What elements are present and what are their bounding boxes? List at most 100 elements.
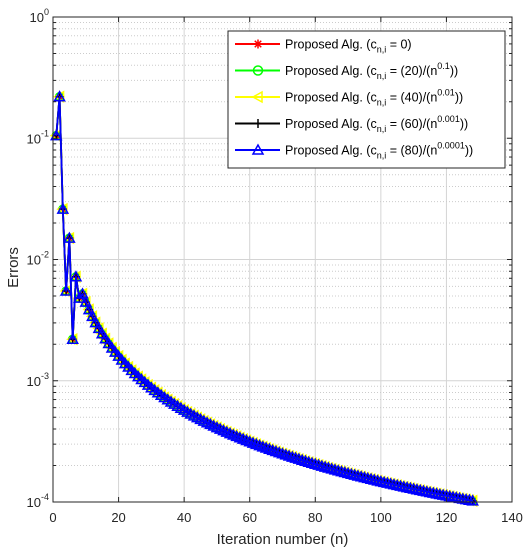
x-tick-label: 40: [177, 510, 191, 525]
data-point: [466, 494, 479, 506]
y-axis-label: Errors: [5, 247, 22, 288]
data-point: [328, 463, 342, 475]
data-point: [263, 442, 276, 454]
x-tick-label: 120: [436, 510, 458, 525]
y-tick-label: 100: [30, 7, 49, 25]
data-point: [246, 436, 260, 448]
legend-label: Proposed Alg. (cn,i = (40)/(n0.01)): [285, 88, 463, 108]
data-point: [236, 432, 250, 444]
data-point: [266, 443, 279, 456]
data-point: [243, 435, 256, 447]
data-point: [384, 477, 397, 489]
data-point: [230, 429, 243, 442]
data-point: [282, 449, 296, 461]
data-point: [354, 470, 368, 482]
data-point: [377, 475, 391, 488]
data-point: [210, 421, 224, 433]
data-point: [56, 202, 70, 214]
series-group: [49, 90, 479, 508]
data-point: [292, 452, 306, 464]
legend-entry-1: Proposed Alg. (cn,i = 0): [235, 38, 412, 55]
data-point: [66, 332, 79, 344]
data-point: [220, 425, 234, 437]
x-tick-label: 140: [501, 510, 523, 525]
data-point: [89, 316, 102, 328]
data-point: [95, 327, 109, 339]
series-5: [50, 90, 479, 506]
data-point: [368, 473, 381, 485]
data-point: [286, 450, 299, 462]
y-tick-label: 10-2: [27, 250, 49, 268]
data-point: [259, 441, 273, 453]
data-point: [217, 424, 230, 436]
data-point: [309, 457, 322, 469]
legend-entry-4: Proposed Alg. (cn,i = (60)/(n0.001)): [235, 114, 468, 134]
axes: 0 20 40 60 80 100 120 140 100 10-1 10-2 10-3 10-4: [27, 7, 523, 525]
data-point: [69, 270, 83, 282]
data-point: [315, 459, 329, 471]
data-point: [227, 428, 240, 440]
data-point: [318, 460, 332, 472]
data-point: [302, 455, 316, 467]
legend-label: Proposed Alg. (cn,i = 0): [285, 38, 412, 55]
legend-box: [227, 30, 506, 169]
data-point: [322, 461, 335, 473]
x-tick-label: 20: [111, 510, 125, 525]
y-tick-label: 10-1: [27, 128, 49, 146]
data-point: [63, 231, 76, 243]
x-tick-label: 100: [370, 510, 392, 525]
legend-entry-3: Proposed Alg. (cn,i = (40)/(n0.01)): [235, 88, 463, 108]
x-tick-label: 0: [49, 510, 56, 525]
data-point: [361, 471, 375, 484]
data-point: [59, 284, 73, 296]
y-tick-label: 10-4: [27, 492, 49, 510]
data-point: [76, 287, 89, 299]
data-point: [289, 451, 302, 463]
data-point: [276, 447, 289, 459]
data-point: [79, 295, 93, 307]
data-point: [253, 119, 263, 128]
data-point: [345, 467, 358, 479]
data-point: [325, 462, 338, 474]
legend-entry-2: Proposed Alg. (cn,i = (20)/(n0.1)): [235, 61, 458, 81]
data-point: [351, 469, 365, 481]
data-point: [374, 475, 388, 487]
data-point: [279, 448, 293, 460]
data-point: [335, 465, 348, 477]
data-point: [364, 472, 378, 484]
data-point: [82, 303, 96, 315]
legend-label: Proposed Alg. (cn,i = (60)/(n0.001)): [285, 114, 468, 134]
data-point: [99, 332, 112, 344]
x-tick-label: 60: [242, 510, 256, 525]
data-point: [251, 90, 263, 104]
legend-label: Proposed Alg. (cn,i = (80)/(n0.0001)): [285, 141, 473, 161]
legend-label: Proposed Alg. (cn,i = (20)/(n0.1)): [285, 61, 458, 81]
legend-entry-5: Proposed Alg. (cn,i = (80)/(n0.0001)): [235, 141, 473, 161]
data-point: [253, 439, 266, 451]
data-point: [223, 427, 237, 439]
x-axis-label: Iteration number (n): [217, 531, 349, 548]
legend: Proposed Alg. (cn,i = 0) Proposed Alg. (c…: [227, 30, 506, 169]
data-point: [251, 143, 265, 155]
data-point: [295, 453, 309, 465]
data-point: [249, 437, 263, 450]
data-point: [213, 422, 227, 434]
data-point: [381, 476, 394, 488]
x-tick-label: 80: [308, 510, 322, 525]
data-point: [256, 440, 270, 452]
data-point: [240, 433, 253, 446]
y-tick-label: 10-3: [27, 371, 49, 389]
data-point: [269, 444, 283, 457]
data-point: [53, 90, 66, 102]
data-point: [358, 471, 371, 483]
data-point: [305, 456, 319, 468]
data-point: [312, 458, 325, 470]
data-point: [331, 464, 345, 476]
data-point: [371, 474, 384, 486]
data-point: [253, 39, 263, 49]
data-point: [233, 431, 247, 443]
data-point: [50, 129, 63, 141]
data-point: [272, 446, 286, 458]
data-point: [299, 454, 312, 466]
